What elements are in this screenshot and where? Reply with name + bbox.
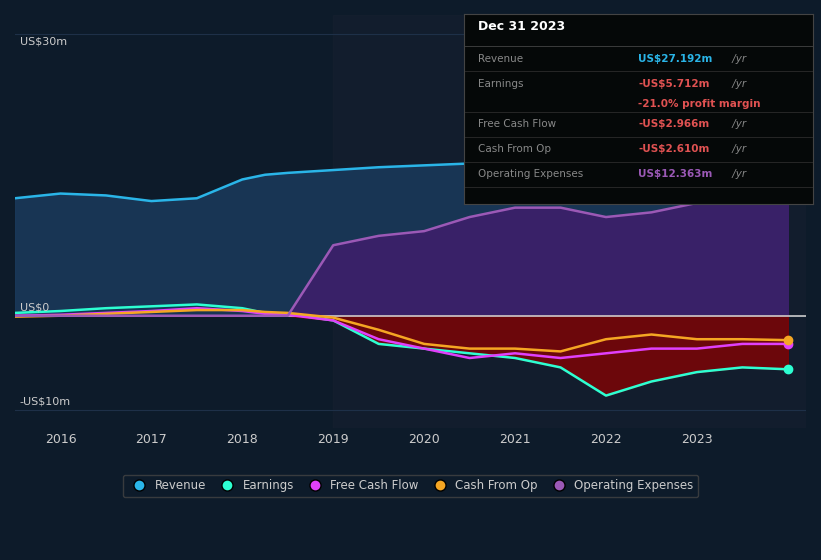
Text: US$30m: US$30m	[20, 36, 67, 46]
Text: -US$2.610m: -US$2.610m	[639, 144, 709, 154]
Legend: Revenue, Earnings, Free Cash Flow, Cash From Op, Operating Expenses: Revenue, Earnings, Free Cash Flow, Cash …	[122, 474, 699, 497]
Text: -US$5.712m: -US$5.712m	[639, 79, 710, 89]
Text: Operating Expenses: Operating Expenses	[478, 169, 583, 179]
Text: -21.0% profit margin: -21.0% profit margin	[639, 99, 761, 109]
Text: /yr: /yr	[729, 119, 746, 129]
Text: Free Cash Flow: Free Cash Flow	[478, 119, 556, 129]
Text: /yr: /yr	[729, 144, 746, 154]
Text: Revenue: Revenue	[478, 54, 523, 64]
Text: Dec 31 2023: Dec 31 2023	[478, 20, 565, 32]
Text: -US$2.966m: -US$2.966m	[639, 119, 709, 129]
Text: Earnings: Earnings	[478, 79, 523, 89]
Text: US$0: US$0	[20, 303, 48, 313]
Text: /yr: /yr	[729, 169, 746, 179]
Text: /yr: /yr	[729, 79, 746, 89]
Text: -US$10m: -US$10m	[20, 397, 71, 407]
Text: /yr: /yr	[729, 54, 746, 64]
Bar	[333, 15, 806, 428]
Text: US$12.363m: US$12.363m	[639, 169, 713, 179]
Text: Cash From Op: Cash From Op	[478, 144, 551, 154]
Text: US$27.192m: US$27.192m	[639, 54, 713, 64]
